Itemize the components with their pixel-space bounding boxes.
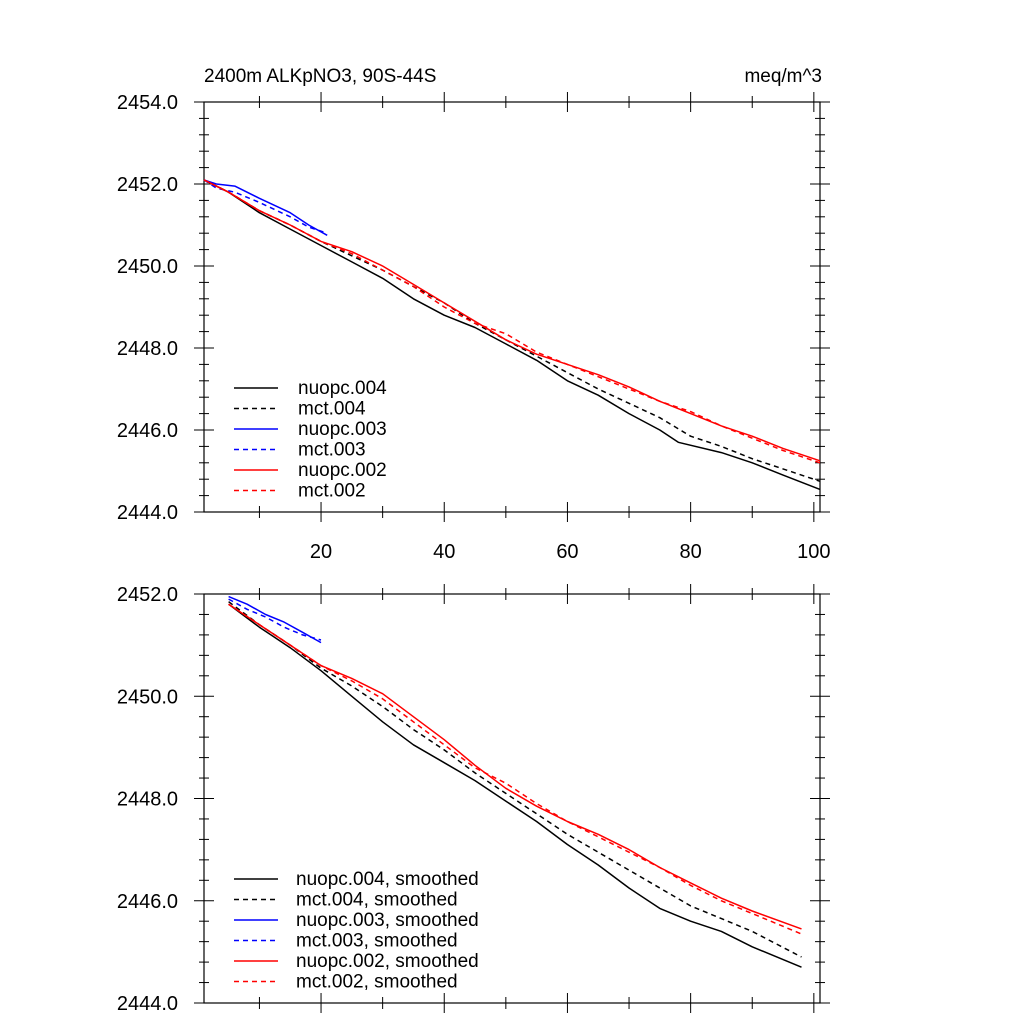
x-tick-label: 20 bbox=[310, 541, 332, 563]
y-tick-label: 2444.0 bbox=[117, 502, 178, 524]
y-tick-label: 2454.0 bbox=[117, 92, 178, 114]
y-tick-label: 2450.0 bbox=[117, 256, 178, 278]
y-tick-label: 2446.0 bbox=[117, 420, 178, 442]
x-tick-label: 100 bbox=[797, 541, 830, 563]
legend-label: nuopc.002 bbox=[298, 460, 387, 481]
y-tick-label: 2452.0 bbox=[117, 174, 178, 196]
series-line-mct-004-smoothed bbox=[228, 601, 802, 958]
legend-label: mct.002 bbox=[298, 481, 366, 502]
y-tick-label: 2448.0 bbox=[117, 338, 178, 360]
legend-label: mct.004 bbox=[298, 399, 366, 420]
series-line-nuopc-004-smoothed bbox=[228, 603, 802, 968]
bottom-panel: 2444.0 2446.0 2448.0 2450.0 2452.0 nuopc.004,… bbox=[117, 584, 830, 1015]
x-tick-label: 80 bbox=[680, 541, 702, 563]
legend-label: mct.003, smoothed bbox=[296, 931, 458, 952]
y-tick-label: 2452.0 bbox=[117, 584, 178, 606]
y-tick-label: 2448.0 bbox=[117, 789, 178, 811]
plot-frame bbox=[203, 101, 821, 513]
series-line-mct-002 bbox=[203, 179, 821, 464]
series-line-nuopc-003 bbox=[203, 179, 328, 236]
x-tick-label: 60 bbox=[556, 541, 578, 563]
series-line-mct-003-smoothed bbox=[228, 598, 322, 641]
legend-label: nuopc.003, smoothed bbox=[296, 910, 479, 931]
units-label: meq/m^3 bbox=[744, 66, 822, 87]
series-line-mct-004 bbox=[203, 179, 821, 483]
legend: nuopc.004mct.004nuopc.003mct.003nuopc.00… bbox=[234, 378, 387, 502]
y-tick-label: 2450.0 bbox=[117, 686, 178, 708]
legend-label: mct.002, smoothed bbox=[296, 972, 458, 993]
series-line-nuopc-003-smoothed bbox=[228, 595, 322, 644]
y-tick-label: 2446.0 bbox=[117, 891, 178, 913]
legend-label: nuopc.003 bbox=[298, 419, 387, 440]
legend-label: mct.003 bbox=[298, 440, 366, 461]
chart-title: 2400m ALKpNO3, 90S-44S bbox=[204, 66, 436, 87]
x-tick-label: 40 bbox=[433, 541, 455, 563]
legend-label: nuopc.004 bbox=[298, 378, 387, 399]
series-line-nuopc-004 bbox=[203, 179, 821, 491]
legend-label: nuopc.002, smoothed bbox=[296, 951, 479, 972]
series-line-nuopc-002 bbox=[203, 179, 821, 462]
series-line-mct-002-smoothed bbox=[228, 603, 802, 935]
legend-label: nuopc.004, smoothed bbox=[296, 869, 479, 890]
y-tick-label: 2444.0 bbox=[117, 993, 178, 1015]
legend-label: mct.004, smoothed bbox=[296, 890, 458, 911]
top-panel: 2444.0 2446.0 2448.0 2450.0 2452.0 2454.0 20 40… bbox=[117, 92, 831, 563]
